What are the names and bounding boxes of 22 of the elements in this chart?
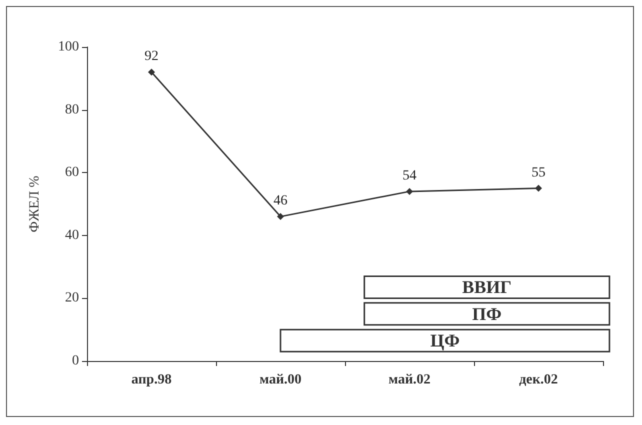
annotation: ЦФ [430, 330, 460, 351]
x-tick-label: апр.98 [131, 372, 172, 388]
annotation: ВВИГ [462, 277, 512, 298]
x-tick-label: май.02 [388, 372, 431, 388]
x-tick-label: май.00 [259, 372, 302, 388]
y-tick-label: 100 [58, 40, 79, 54]
data-label: 92 [144, 49, 158, 64]
y-tick-label: 80 [65, 102, 79, 118]
point [277, 213, 284, 220]
y-tick-label: 60 [65, 165, 79, 180]
y-tick-label: 40 [65, 228, 79, 243]
x-tick-label: дек.02 [519, 372, 558, 388]
point [406, 188, 413, 195]
point [148, 68, 155, 76]
point [535, 184, 542, 192]
y-tick-label: 0 [72, 354, 79, 368]
data-label: 54 [402, 168, 416, 184]
y-axis-title: ФЖЕЛ % [28, 175, 42, 232]
data-label: 46 [274, 194, 288, 209]
annotation: ПФ [472, 304, 502, 324]
y-tick-label: 20 [65, 290, 79, 306]
data-label: 55 [532, 165, 546, 180]
